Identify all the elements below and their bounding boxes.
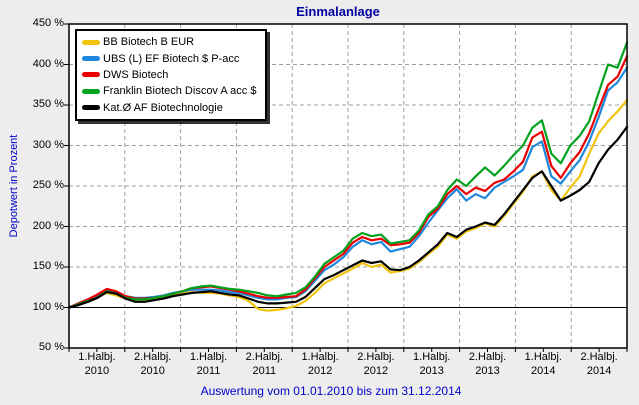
legend-item: DWS Biotech <box>82 67 256 83</box>
legend-item: Franklin Biotech Discov A acc $ <box>82 83 256 99</box>
legend-label: DWS Biotech <box>103 68 169 81</box>
legend-swatch-icon <box>82 56 100 62</box>
evaluation-caption: Auswertung vom 01.01.2010 bis zum 31.12.… <box>200 384 462 398</box>
legend-swatch-icon <box>82 39 100 45</box>
legend-swatch-icon <box>82 72 100 78</box>
legend-label: Franklin Biotech Discov A acc $ <box>103 85 257 98</box>
legend: BB Biotech B EUR UBS (L) EF Biotech $ P-a… <box>75 29 268 121</box>
legend-item: Kat.Ø AF Biotechnologie <box>82 100 256 116</box>
series-line-4 <box>67 41 629 309</box>
chart-title: Einmalanlage <box>296 4 380 19</box>
series-line-5 <box>67 125 629 309</box>
legend-label: Kat.Ø AF Biotechnologie <box>103 101 223 114</box>
legend-swatch-icon <box>82 88 100 94</box>
legend-item: UBS (L) EF Biotech $ P-acc <box>82 50 256 66</box>
legend-item: BB Biotech B EUR <box>82 34 256 50</box>
legend-label: BB Biotech B EUR <box>103 36 195 49</box>
legend-swatch-icon <box>82 105 100 111</box>
legend-label: UBS (L) EF Biotech $ P-acc <box>103 52 240 65</box>
